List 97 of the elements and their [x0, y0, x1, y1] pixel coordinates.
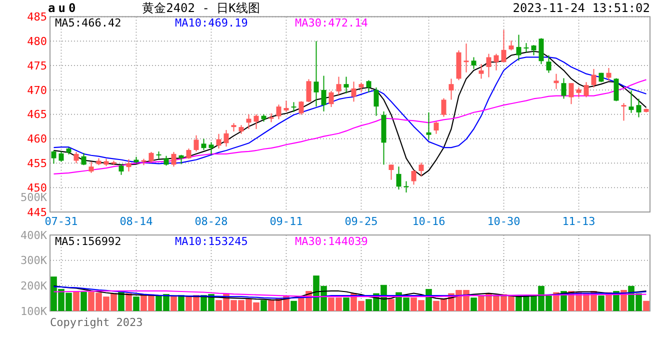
candlestick	[628, 90, 634, 114]
candlestick	[351, 81, 356, 102]
candlestick	[321, 75, 326, 112]
candlestick	[554, 73, 559, 90]
candlestick	[328, 90, 334, 108]
text: MA10:153245	[175, 235, 248, 248]
candlestick	[531, 44, 536, 56]
candlestick	[486, 53, 492, 78]
candlestick	[171, 151, 176, 168]
x-tick-label: 09-11	[270, 215, 303, 228]
candlestick	[546, 54, 552, 74]
candlestick	[636, 98, 642, 118]
candlestick	[538, 38, 544, 65]
text: MA5:156992	[55, 235, 122, 248]
candlestick	[156, 150, 162, 160]
y-tick-label: 400K	[20, 228, 48, 242]
candlestick	[478, 64, 484, 80]
candlestick	[74, 151, 79, 164]
candlestick	[298, 100, 304, 116]
y-tick-label: 485	[27, 10, 47, 24]
candlestick	[388, 164, 394, 180]
candlestick	[404, 180, 409, 193]
text: MA10:469.19	[175, 16, 248, 30]
candlestick	[208, 142, 214, 155]
candlestick	[126, 158, 132, 172]
text: 2023-11-24 13:51:02	[512, 1, 650, 15]
candlestick	[494, 53, 499, 71]
y-tick-label: 300K	[20, 254, 48, 268]
y-tick-label: 200K	[20, 280, 48, 293]
text: MA30:144039	[295, 235, 368, 248]
x-tick-label: 07-31	[44, 215, 78, 228]
candlestick	[501, 29, 506, 63]
candlestick	[396, 166, 402, 190]
candlestick	[614, 78, 619, 102]
candlestick	[434, 121, 439, 134]
candlestick	[148, 151, 154, 164]
x-tick-label: 08-28	[194, 215, 228, 228]
candlestick	[58, 150, 64, 162]
x-tick-label: 11-13	[562, 215, 596, 228]
x-tick-label: 09-25	[344, 215, 378, 228]
candlestick	[411, 170, 416, 186]
candlestick	[51, 150, 56, 164]
candlestick	[88, 161, 94, 174]
line-series	[53, 79, 647, 174]
candlestick	[358, 82, 364, 92]
candlestick	[568, 82, 574, 105]
candlestick	[81, 152, 86, 166]
candlestick	[471, 56, 476, 70]
candlestick	[426, 112, 432, 140]
candlestick	[186, 148, 192, 160]
y-tick-label: 455	[27, 157, 47, 170]
candlestick	[194, 134, 199, 152]
y-tick-label: 460	[27, 132, 47, 146]
text: Copyright 2023	[50, 316, 143, 329]
x-tick-label: 08-14	[120, 215, 154, 228]
y-tick-label: 470	[27, 84, 47, 97]
candlestick	[366, 80, 372, 93]
candlestick	[464, 43, 469, 73]
candlestick	[276, 104, 282, 120]
candlestick	[254, 114, 259, 130]
text: au0	[48, 1, 79, 15]
candlestick	[336, 76, 342, 96]
candlestick	[448, 78, 454, 100]
candlestick	[344, 76, 349, 94]
candlestick	[516, 34, 522, 62]
candlestick	[374, 86, 379, 116]
text: MA5:466.42	[55, 16, 122, 30]
candlestick	[441, 98, 446, 118]
candlestick	[284, 100, 289, 112]
candlestick	[418, 162, 424, 177]
candlestick	[291, 102, 296, 112]
candlestick	[216, 133, 222, 150]
candlestick	[118, 164, 124, 176]
x-tick-label: 10-30	[487, 215, 520, 228]
text: MA30:472.14	[295, 16, 368, 30]
chart-title: 黄金2402 - 日K线图	[142, 1, 260, 15]
candlestick	[508, 40, 514, 51]
candlestick	[178, 154, 184, 165]
candlestick	[606, 67, 612, 82]
candlestick	[576, 86, 582, 98]
candlestick	[561, 78, 566, 100]
candlestick	[201, 138, 206, 150]
candlestick	[306, 78, 312, 103]
x-tick-label: 10-16	[412, 215, 446, 228]
y-tick-label: 480	[27, 34, 47, 48]
candlestick	[524, 42, 529, 53]
y-tick-label: 100K	[20, 304, 48, 318]
candlestick	[621, 102, 626, 122]
y-tick-label: 445	[27, 206, 47, 219]
y-tick-label: 475	[27, 59, 47, 72]
y-tick-label: 465	[27, 108, 47, 122]
candlestick	[164, 155, 169, 166]
candlestick	[314, 40, 319, 108]
candlestick	[224, 129, 229, 148]
candlestick	[246, 114, 252, 130]
candlestick	[591, 68, 596, 88]
candlestick	[584, 82, 589, 98]
